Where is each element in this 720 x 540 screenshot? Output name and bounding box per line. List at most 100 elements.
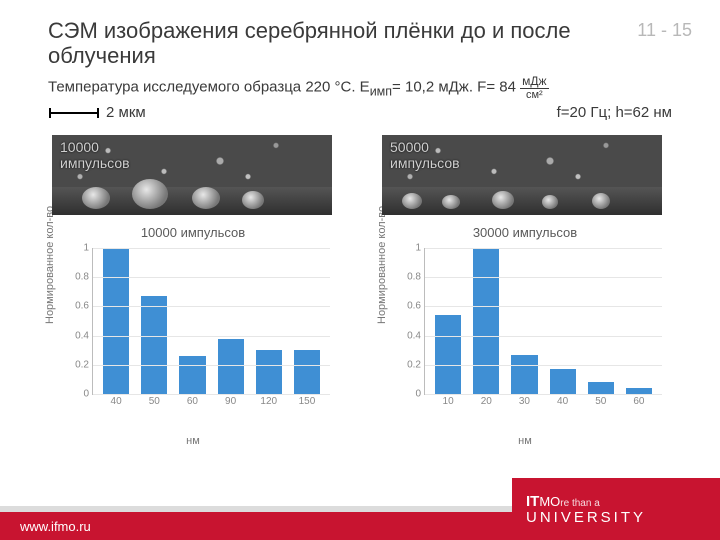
bar [511,248,537,394]
bar-fill [141,296,167,394]
xtick: 60 [626,396,652,407]
xtick: 90 [218,396,244,407]
sem-right-label-l1: 50000 [390,139,429,155]
gridline [425,277,662,278]
scalebar-icon [48,106,100,120]
subtitle-prefix: Температура исследуемого образца 220 °С.… [48,78,370,95]
ytick: 0.4 [75,330,93,341]
bar [141,248,167,394]
scale-row: 2 мкм f=20 Гц; h=62 нм [48,104,672,121]
sem-right-label-l2: импульсов [390,155,460,171]
bar-fill [179,356,205,394]
page-number: 11 - 15 [637,20,692,41]
sem-particle [242,191,264,209]
chart-left-bars [93,248,330,394]
xtick: 30 [511,396,537,407]
gridline [93,277,330,278]
sem-image-left: 10000 импульсов [52,135,332,215]
bar [256,248,282,394]
bar-fill [473,248,499,394]
sem-left-label: 10000 импульсов [60,139,130,171]
sem-particle [492,191,514,209]
xtick: 20 [473,396,499,407]
chart-right-area: 102030405060 00.20.40.60.81 [424,248,662,395]
bar-fill [511,355,537,394]
ytick: 1 [415,243,425,254]
chart-left-area: 40506090120150 00.20.40.60.81 [92,248,330,395]
sem-particle [132,179,168,209]
bar [550,248,576,394]
sem-particle [82,187,110,209]
scale-bar-label: 2 мкм [106,104,146,121]
footer-brand-it: IT [526,493,539,510]
subtitle-sub: имп [370,84,392,98]
xtick: 50 [141,396,167,407]
ytick: 0 [415,389,425,400]
sem-left-label-l1: 10000 [60,139,99,155]
bar [179,248,205,394]
chart-right-plot: Нормированное кол-во 102030405060 00.20.… [380,242,670,417]
sem-particle [592,193,610,209]
footer-brand-line1: ITMOre than a [526,493,720,510]
gridline [425,248,662,249]
ytick: 0.2 [407,359,425,370]
unit-fraction-num: мДж [520,74,548,89]
bar [588,248,614,394]
sem-image-right: 50000 импульсов [382,135,662,215]
gridline [425,306,662,307]
bar-fill [103,248,129,394]
bar [626,248,652,394]
chart-left-plot: Нормированное кол-во 40506090120150 00.2… [48,242,338,417]
xtick: 40 [103,396,129,407]
slide: { "page_number": "11 - 15", "title": "СЭ… [0,0,720,540]
xtick: 10 [435,396,461,407]
gridline [93,365,330,366]
slide-subtitle: Температура исследуемого образца 220 °С.… [48,74,680,101]
chart-xlabel: нм [48,435,338,447]
chart-ylabel: Нормированное кол-во [376,205,388,323]
bar-fill [435,315,461,394]
footer-brand-mo: MO [539,494,560,509]
chart-left: 10000 импульсов Нормированное кол-во 405… [48,225,338,445]
bar [294,248,320,394]
ytick: 0.8 [407,272,425,283]
gridline [425,394,662,395]
bar [435,248,461,394]
unit-fraction: мДж см² [520,74,548,101]
gridline [93,248,330,249]
gridline [93,306,330,307]
footer-url: www.ifmo.ru [0,512,512,540]
bar [103,248,129,394]
sem-particle [402,193,422,209]
chart-left-xticks: 40506090120150 [93,394,330,407]
xtick: 40 [550,396,576,407]
chart-left-title: 10000 импульсов [48,225,338,240]
bar-fill [294,350,320,394]
sem-strip [382,187,662,215]
gridline [425,365,662,366]
sem-right-label: 50000 импульсов [390,139,460,171]
sem-particle [192,187,220,209]
chart-right-xticks: 102030405060 [425,394,662,407]
sem-left-label-l2: импульсов [60,155,130,171]
bar [473,248,499,394]
chart-xlabel: нм [380,435,670,447]
bar [218,248,244,394]
chart-right-title: 30000 импульсов [380,225,670,240]
footer: www.ifmo.ru ITMOre than a UNIVERSITY [0,500,720,540]
xtick: 60 [179,396,205,407]
chart-right-bars [425,248,662,394]
bar-fill [588,382,614,394]
footer-brand-tag: re than a [560,498,599,509]
subtitle-mid: = 10,2 мДж. F= 84 [392,78,520,95]
footer-brand-line2: UNIVERSITY [526,509,720,526]
ytick: 0 [83,389,93,400]
ytick: 0.6 [75,301,93,312]
xtick: 120 [256,396,282,407]
ytick: 1 [83,243,93,254]
chart-right: 30000 импульсов Нормированное кол-во 102… [380,225,670,445]
bar-fill [550,369,576,394]
gridline [93,336,330,337]
ytick: 0.2 [75,359,93,370]
gridline [93,394,330,395]
